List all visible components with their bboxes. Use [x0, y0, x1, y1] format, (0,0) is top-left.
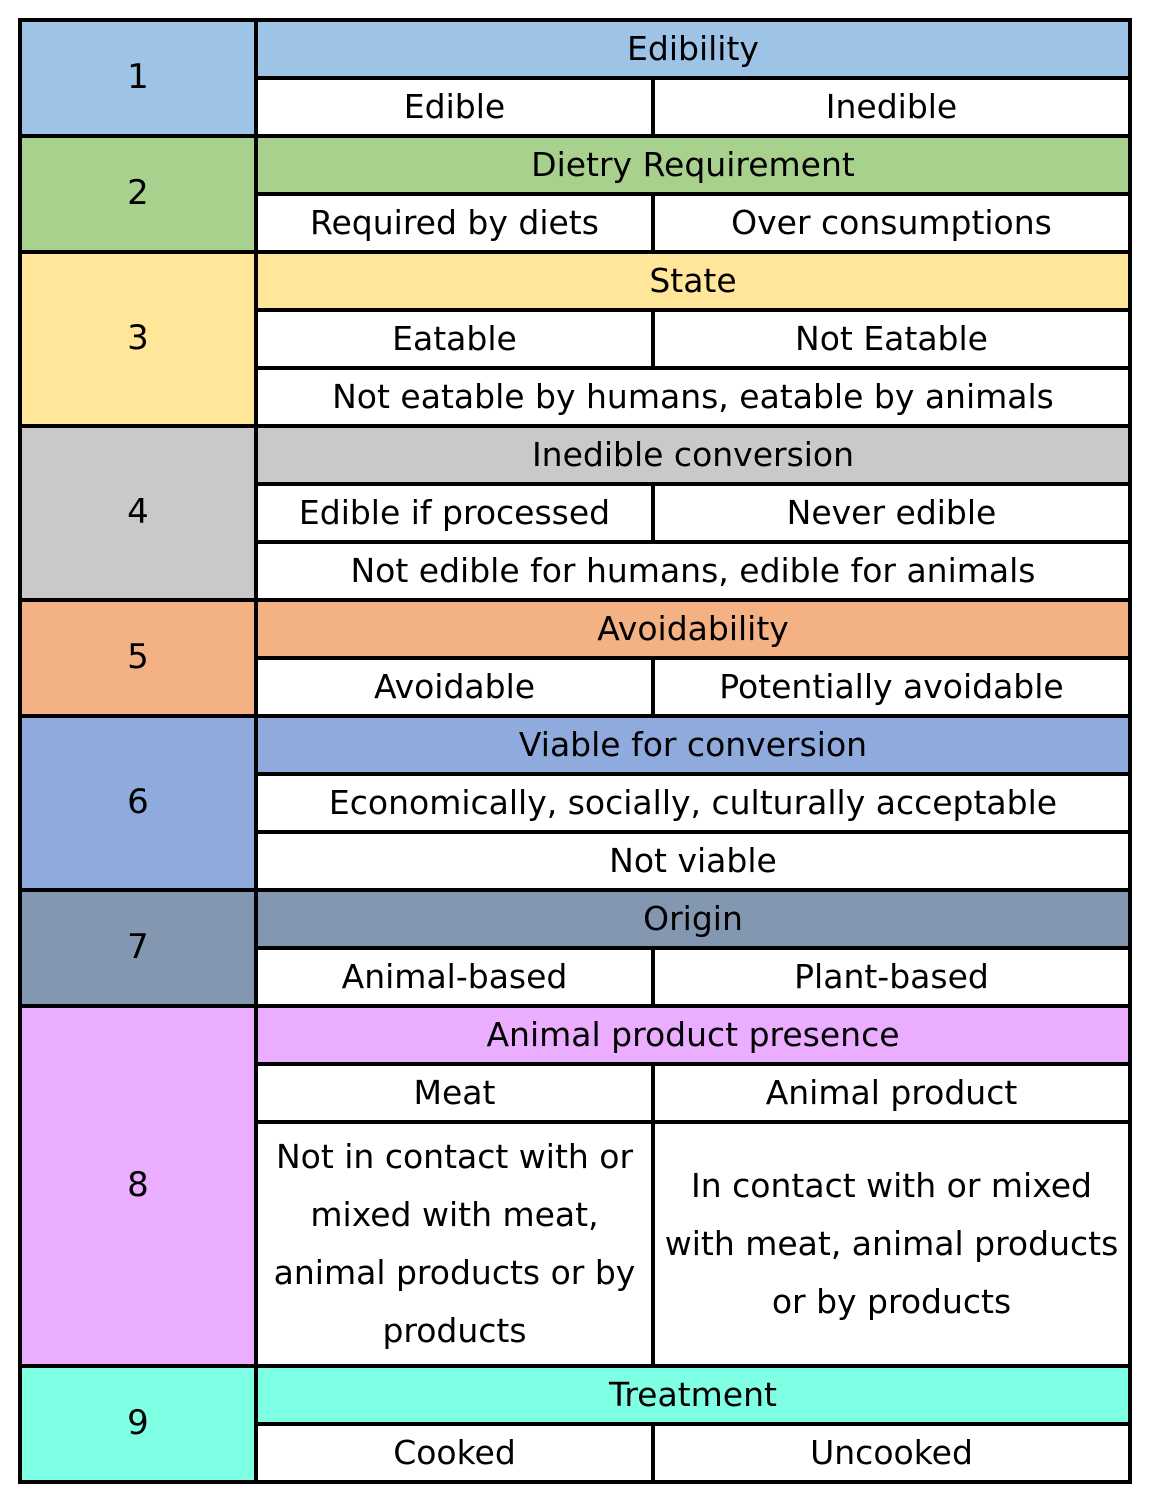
section-header: Viable for conversion	[254, 714, 1132, 776]
section-value-row: Not in contact with or mixed with meat, …	[20, 1120, 1132, 1368]
section-header-row: 1 Edibility	[18, 18, 1132, 138]
section-value-row: Not viable	[20, 830, 1132, 892]
section-number: 7	[18, 888, 258, 1008]
section-number: 6	[18, 714, 258, 892]
classification-table: 1 Edibility Edible Inedible 2 Dietry Requirem…	[18, 18, 1132, 1484]
section-number: 3	[18, 250, 258, 428]
section-header-row: 9 Treatment	[18, 1364, 1132, 1484]
value-cell: Plant-based	[651, 946, 1132, 1008]
value-cell: Meat	[254, 1062, 655, 1124]
value-cell: Edible	[254, 76, 655, 138]
section-value-row: Not edible for humans, edible for animal…	[20, 540, 1132, 602]
section-header-row: 4 Inedible conversion	[18, 424, 1132, 602]
value-cell: Not in contact with or mixed with meat, …	[254, 1120, 655, 1368]
section-header: Dietry Requirement	[254, 134, 1132, 196]
section-header: Edibility	[254, 18, 1132, 80]
section-header-row: 7 Origin	[18, 888, 1132, 1008]
value-cell: Uncooked	[651, 1422, 1132, 1484]
section-number: 4	[18, 424, 258, 602]
section-header: Inedible conversion	[254, 424, 1132, 486]
value-cell: Not viable	[254, 830, 1132, 892]
section-value-row: Required by diets Over consumptions	[20, 192, 1132, 254]
section-number: 2	[18, 134, 258, 254]
section-header: State	[254, 250, 1132, 312]
value-cell: Over consumptions	[651, 192, 1132, 254]
value-cell: Animal product	[651, 1062, 1132, 1124]
section-header-row: 3 State	[18, 250, 1132, 428]
section-value-row: Not eatable by humans, eatable by animal…	[20, 366, 1132, 428]
section-value-row: Avoidable Potentially avoidable	[20, 656, 1132, 718]
section-header-row: 8 Animal product presence	[18, 1004, 1132, 1368]
section-header: Animal product presence	[254, 1004, 1132, 1066]
value-cell: Animal-based	[254, 946, 655, 1008]
section-number: 9	[18, 1364, 258, 1484]
section-value-row: Edible Inedible	[20, 76, 1132, 138]
section-value-row: Economically, socially, culturally accep…	[20, 772, 1132, 834]
section-value-row: Cooked Uncooked	[20, 1422, 1132, 1484]
value-cell: Never edible	[651, 482, 1132, 544]
value-cell: Cooked	[254, 1422, 655, 1484]
section-header-row: 2 Dietry Requirement	[18, 134, 1132, 254]
section-header: Origin	[254, 888, 1132, 950]
section-number: 1	[18, 18, 258, 138]
section-header: Treatment	[254, 1364, 1132, 1426]
value-cell: Economically, socially, culturally accep…	[254, 772, 1132, 834]
section-header-row: 6 Viable for conversion	[18, 714, 1132, 892]
section-value-row: Eatable Not Eatable	[20, 308, 1132, 370]
value-cell: Avoidable	[254, 656, 655, 718]
section-value-row: Meat Animal product	[20, 1062, 1132, 1124]
value-cell: Potentially avoidable	[651, 656, 1132, 718]
classification-table-body: 1 Edibility Edible Inedible 2 Dietry Requirem…	[18, 18, 1132, 1484]
value-cell: In contact with or mixed with meat, anim…	[651, 1120, 1132, 1368]
value-cell: Not eatable by humans, eatable by animal…	[254, 366, 1132, 428]
section-value-row: Edible if processed Never edible	[20, 482, 1132, 544]
value-cell: Inedible	[651, 76, 1132, 138]
section-header: Avoidability	[254, 598, 1132, 660]
section-number: 8	[18, 1004, 258, 1368]
value-cell: Not Eatable	[651, 308, 1132, 370]
section-number: 5	[18, 598, 258, 718]
section-value-row: Animal-based Plant-based	[20, 946, 1132, 1008]
section-header-row: 5 Avoidability	[18, 598, 1132, 718]
value-cell: Eatable	[254, 308, 655, 370]
value-cell: Required by diets	[254, 192, 655, 254]
value-cell: Edible if processed	[254, 482, 655, 544]
value-cell: Not edible for humans, edible for animal…	[254, 540, 1132, 602]
